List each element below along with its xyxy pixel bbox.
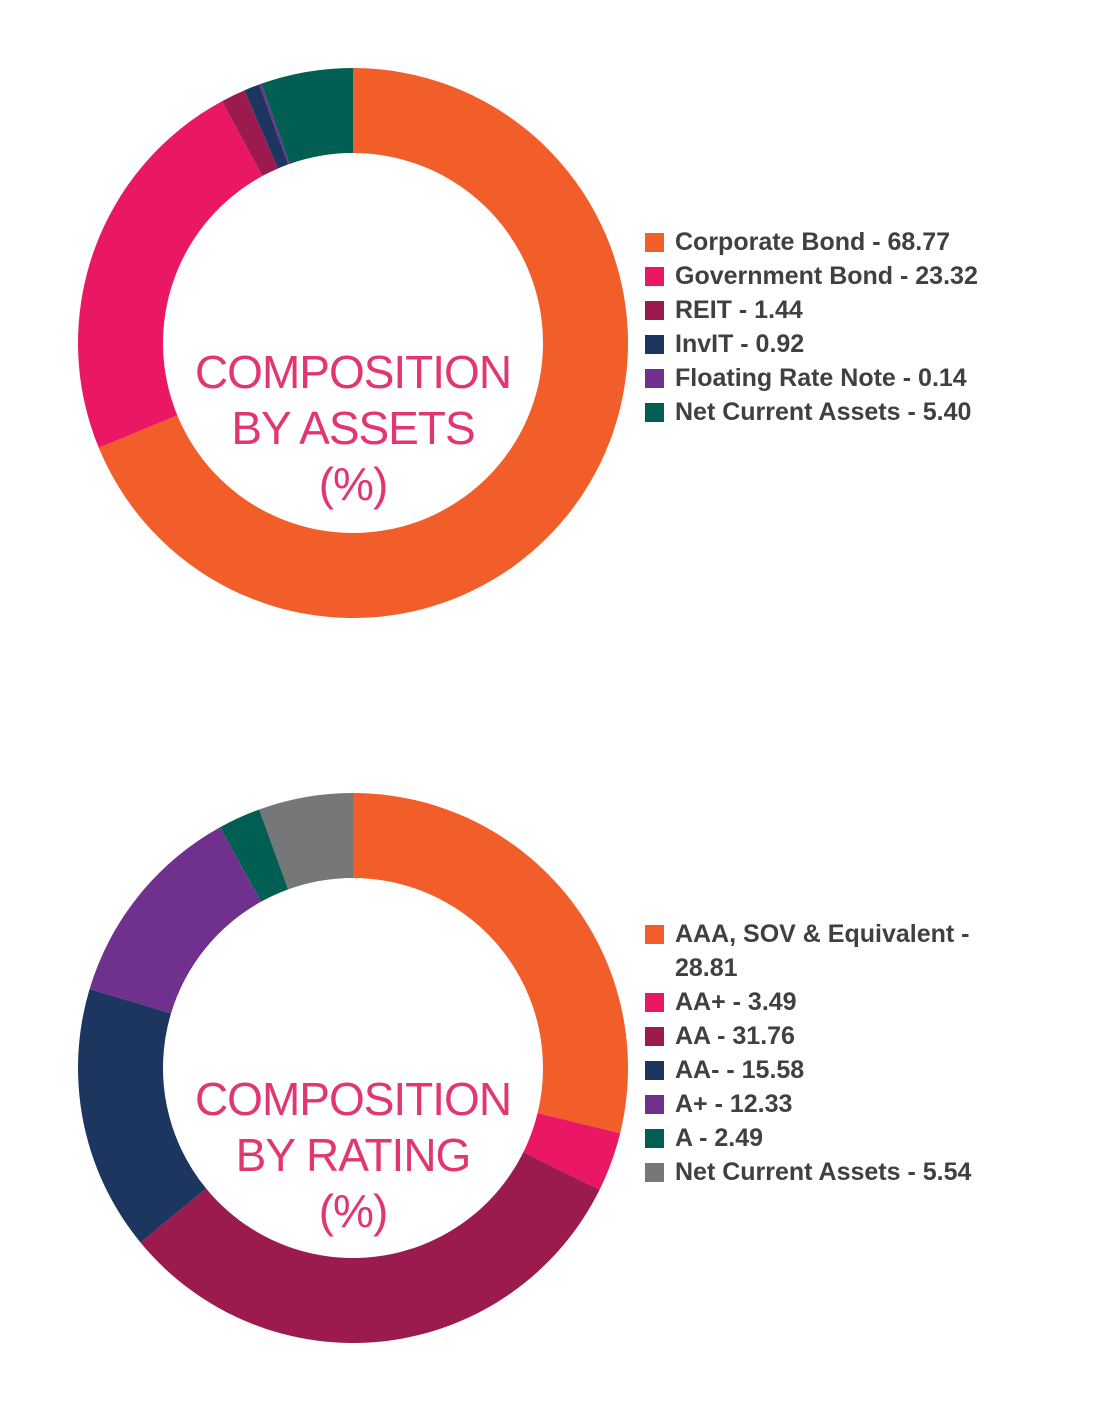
slice-floating-rate-note	[259, 83, 290, 165]
rating-title-line-1: COMPOSITION	[194, 1073, 512, 1125]
legend-item-reit: REIT - 1.44	[645, 293, 1045, 327]
assets-center-title: COMPOSITION BY ASSETS (%)	[153, 344, 553, 512]
legend-label: AA+ - 3.49	[675, 988, 797, 1016]
slice-net-current-assets	[259, 793, 353, 890]
assets-donut	[77, 68, 629, 618]
legend-swatch	[645, 1163, 664, 1182]
legend-swatch	[645, 233, 664, 252]
legend-item-aa: AA - 31.76	[645, 1019, 1045, 1053]
assets-title-line-3: (%)	[318, 458, 389, 510]
legend-item-aaa-sov-equivalent: AAA, SOV & Equivalent - 28.81	[645, 917, 1045, 985]
legend-label: Net Current Assets - 5.40	[675, 398, 972, 426]
legend-label: AA- - 15.58	[675, 1056, 805, 1084]
slice-aa-plus	[523, 1113, 621, 1190]
legend-item-corporate-bond: Corporate Bond - 68.77	[645, 225, 1045, 259]
slice-corporate-bond	[98, 68, 629, 618]
rating-composition-chart: COMPOSITION BY RATING (%) AAA, SOV & Equ…	[0, 700, 1105, 1416]
slice-reit	[222, 90, 278, 176]
legend-label: Net Current Assets - 5.54	[675, 1158, 972, 1186]
legend-swatch	[645, 267, 664, 286]
legend-label: Corporate Bond - 68.77	[675, 228, 951, 256]
rating-title-line-2: BY RATING	[235, 1129, 472, 1181]
assets-legend: Corporate Bond - 68.77 Government Bond -…	[645, 225, 1045, 429]
slice-a	[220, 809, 289, 902]
legend-item-aa-minus: AA- - 15.58	[645, 1053, 1045, 1087]
slice-a-plus	[89, 827, 262, 1014]
rating-title-line-3: (%)	[318, 1185, 389, 1237]
rating-center-title: COMPOSITION BY RATING (%)	[153, 1071, 553, 1239]
legend-swatch	[645, 1095, 664, 1114]
legend-label-line-2: 28.81	[675, 954, 738, 982]
legend-swatch	[645, 925, 664, 944]
legend-item-net-current-assets: Net Current Assets - 5.40	[645, 395, 1045, 429]
assets-title-line-2: BY ASSETS	[231, 402, 475, 454]
assets-composition-chart: COMPOSITION BY ASSETS (%) Corporate Bond…	[0, 0, 1105, 700]
legend-swatch	[645, 1129, 664, 1148]
legend-label-line-1: AAA, SOV & Equivalent -	[675, 920, 970, 948]
legend-swatch	[645, 1027, 664, 1046]
legend-item-net-current-assets: Net Current Assets - 5.54	[645, 1155, 1045, 1189]
legend-item-a: A - 2.49	[645, 1121, 1045, 1155]
rating-donut	[77, 793, 628, 1343]
legend-label: InvIT - 0.92	[675, 330, 805, 358]
legend-item-government-bond: Government Bond - 23.32	[645, 259, 1045, 293]
slice-government-bond	[77, 101, 263, 448]
legend-item-invit: InvIT - 0.92	[645, 327, 1045, 361]
slice-aa	[140, 1152, 600, 1343]
legend-item-a-plus: A+ - 12.33	[645, 1087, 1045, 1121]
legend-label: A - 2.49	[675, 1124, 764, 1152]
assets-title-line-1: COMPOSITION	[194, 346, 512, 398]
legend-label: REIT - 1.44	[675, 296, 803, 324]
rating-legend: AAA, SOV & Equivalent - 28.81 AA+ - 3.49…	[645, 917, 1045, 1189]
legend-swatch	[645, 335, 664, 354]
legend-label: Government Bond - 23.32	[675, 262, 978, 290]
legend-swatch	[645, 403, 664, 422]
legend-swatch	[645, 369, 664, 388]
legend-label: Floating Rate Note - 0.14	[675, 364, 967, 392]
legend-label: AA - 31.76	[675, 1022, 795, 1050]
legend-label: A+ - 12.33	[675, 1090, 793, 1118]
legend-item-floating-rate-note: Floating Rate Note - 0.14	[645, 361, 1045, 395]
legend-item-aa-plus: AA+ - 3.49	[645, 985, 1045, 1019]
legend-swatch	[645, 993, 664, 1012]
slice-aa	[77, 988, 207, 1243]
slice-net-current-assets	[261, 68, 353, 164]
legend-swatch	[645, 301, 664, 320]
legend-swatch	[645, 1061, 664, 1080]
slice-aaa-sov-equivalent	[353, 793, 628, 1134]
slice-invit	[244, 84, 289, 169]
